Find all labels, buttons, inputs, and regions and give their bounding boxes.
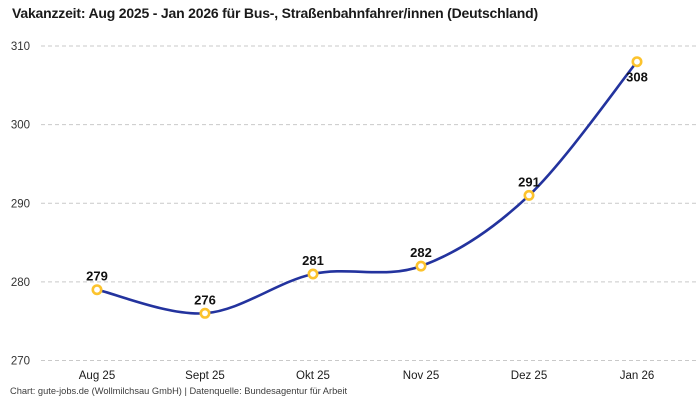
data-point-label: 282: [410, 245, 432, 260]
y-axis-tick-label: 310: [11, 41, 30, 53]
data-point-label: 279: [86, 269, 108, 284]
data-series-line: [95, 60, 639, 315]
chart-title: Vakanzzeit: Aug 2025 - Jan 2026 für Bus-…: [12, 5, 538, 21]
data-point-label: 291: [518, 174, 540, 189]
y-axis-tick-label: 280: [11, 277, 30, 289]
data-point-marker[interactable]: [523, 189, 535, 201]
data-point-marker[interactable]: [631, 56, 643, 68]
y-axis-tick-label: 290: [11, 198, 30, 210]
x-axis-tick-label: Jan 26: [620, 370, 655, 382]
data-point-label: 281: [302, 253, 324, 268]
data-point-label: 276: [194, 292, 216, 307]
x-axis-tick-label: Aug 25: [79, 370, 115, 382]
x-axis-tick-label: Dez 25: [511, 370, 547, 382]
y-axis-tick-label: 270: [11, 356, 30, 368]
data-point-marker[interactable]: [91, 284, 103, 296]
data-point-marker[interactable]: [415, 260, 427, 272]
data-point-marker[interactable]: [199, 307, 211, 319]
chart-attribution: Chart: gute-jobs.de (Wollmilchsau GmbH) …: [10, 386, 348, 396]
x-axis-tick-label: Okt 25: [296, 370, 330, 382]
y-axis-tick-label: 300: [11, 120, 30, 132]
x-axis-tick-label: Sept 25: [185, 370, 225, 382]
data-point-marker[interactable]: [307, 268, 319, 280]
data-point-label: 308: [626, 70, 648, 85]
x-axis-tick-label: Nov 25: [403, 370, 439, 382]
